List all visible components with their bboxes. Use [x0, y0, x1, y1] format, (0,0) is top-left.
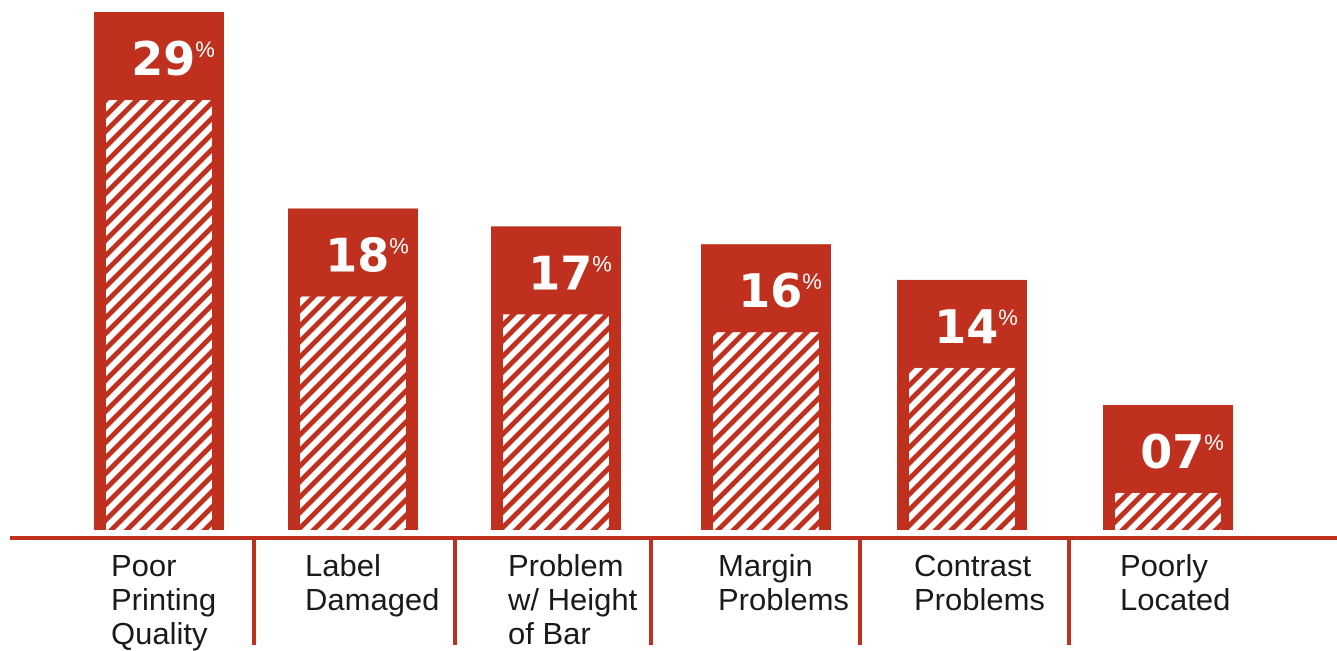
bar-hatch	[909, 367, 1015, 530]
data-label-value: 17	[528, 246, 592, 300]
x-tick-label: Poor Printing Quality	[111, 548, 216, 651]
data-label-value: 07	[1140, 425, 1204, 479]
bar-group: 29%	[94, 12, 224, 530]
bar-hatch	[503, 314, 609, 530]
x-tick-label-line: Printing	[111, 582, 216, 617]
x-tick-label-line: Located	[1120, 582, 1230, 617]
data-label: 14%	[934, 300, 1018, 354]
x-tick-label-line: Poorly	[1120, 548, 1208, 583]
x-tick-label-line: Problems	[914, 582, 1045, 617]
x-tick-label: Problem w/ Height of Bar	[507, 548, 638, 651]
bar-hatch	[300, 296, 406, 530]
bars-group: 29%18%17%16%14%07%	[94, 12, 1233, 530]
data-label-suffix: %	[195, 37, 215, 62]
x-tick-label-line: Margin	[718, 548, 813, 583]
bar-group: 17%	[491, 226, 621, 530]
data-label-value: 16	[738, 264, 802, 318]
data-label-value: 14	[934, 300, 998, 354]
x-tick-label-line: Label	[305, 548, 381, 583]
x-tick-label-line: Contrast	[914, 548, 1032, 583]
bar-hatch	[106, 100, 212, 530]
x-tick-label-line: Quality	[111, 616, 208, 651]
x-tick-label: Label Damaged	[305, 548, 439, 617]
data-label-value: 18	[325, 228, 389, 282]
x-tick-label-line: of Bar	[508, 616, 591, 651]
data-label-suffix: %	[389, 233, 409, 258]
data-label: 16%	[738, 264, 822, 318]
x-tick-label-line: Poor	[111, 548, 176, 583]
bar-group: 18%	[288, 208, 418, 530]
x-tick-label-line: w/ Height	[507, 582, 638, 617]
bar-group: 16%	[701, 244, 831, 530]
bar-hatch	[713, 332, 819, 530]
data-label: 07%	[1140, 425, 1224, 479]
data-label-suffix: %	[592, 251, 612, 276]
bar-group: 07%	[1103, 404, 1233, 530]
bar-hatch	[1115, 492, 1221, 530]
x-tick-label-line: Damaged	[305, 582, 439, 617]
x-tick-label-line: Problems	[718, 582, 849, 617]
data-label-suffix: %	[998, 305, 1018, 330]
x-tick-label: Contrast Problems	[914, 548, 1045, 617]
x-axis-ticks	[252, 538, 1071, 645]
x-tick-label: Margin Problems	[718, 548, 849, 617]
data-label-value: 29	[131, 32, 195, 86]
data-label: 18%	[325, 228, 409, 282]
x-tick-label: Poorly Located	[1120, 548, 1230, 617]
data-label: 17%	[528, 246, 612, 300]
bar-group: 14%	[897, 279, 1027, 530]
x-axis-labels: Poor Printing Quality Label Damaged Problem w/…	[111, 548, 1230, 651]
data-label-suffix: %	[1204, 430, 1224, 455]
x-tick-label-line: Problem	[508, 548, 623, 583]
data-label: 29%	[131, 32, 215, 86]
data-label-suffix: %	[802, 269, 822, 294]
